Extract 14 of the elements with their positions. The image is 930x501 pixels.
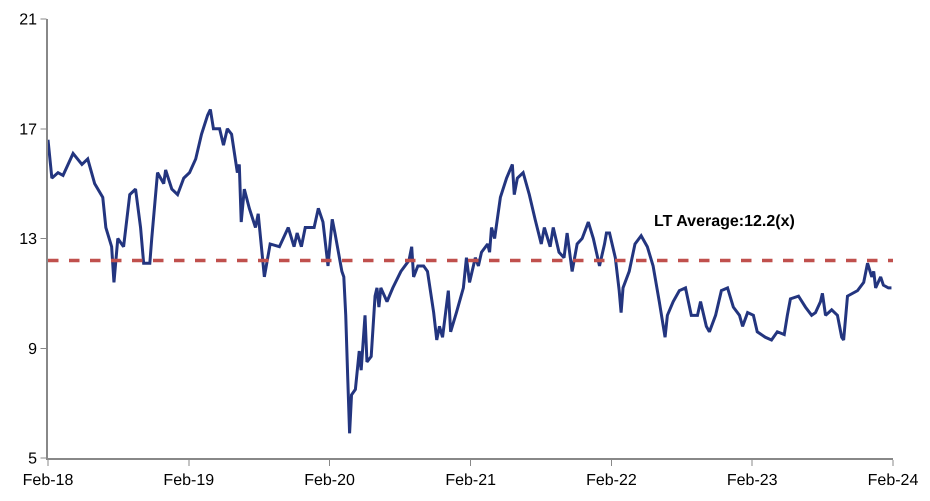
ref-line-label: LT Average:12.2(x) (654, 213, 795, 230)
x-tick-label: Feb-20 (304, 472, 355, 489)
x-tick-label: Feb-19 (163, 472, 214, 489)
x-tick-label: Feb-22 (586, 472, 637, 489)
y-tick-label: 13 (19, 231, 38, 248)
y-tick-label: 9 (28, 340, 38, 358)
x-tick-label: Feb-18 (22, 472, 74, 489)
line-series (48, 108, 893, 435)
x-tick-label: Feb-24 (868, 472, 918, 489)
x-tick-label: Feb-21 (445, 472, 496, 489)
y-tick-label: 17 (19, 121, 38, 138)
y-tick-label: 21 (19, 12, 38, 29)
y-tick-label: 5 (28, 450, 38, 468)
x-tick-label: Feb-23 (726, 472, 778, 489)
